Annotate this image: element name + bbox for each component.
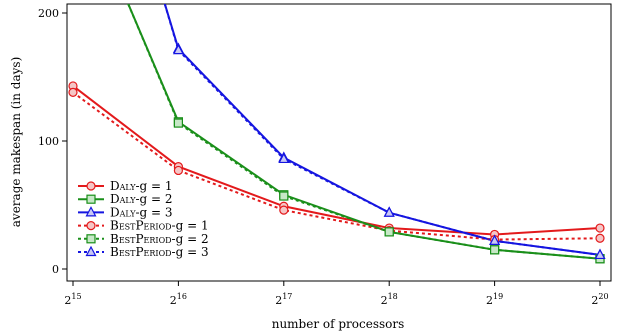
data-point — [278, 152, 290, 164]
legend-label-suffix: -g = 1 — [135, 179, 172, 193]
series-lines — [72, 4, 601, 260]
data-point — [594, 248, 606, 260]
x-tick-base: 2 — [64, 294, 71, 307]
x-tick-label: 217 — [275, 292, 292, 307]
legend-marker — [85, 206, 97, 217]
legend-label: BestPeriod-g = 1 — [110, 219, 209, 233]
x-tick-base: 2 — [591, 294, 598, 307]
x-tick-exponent: 18 — [388, 292, 398, 301]
legend-label: Daly-g = 3 — [110, 205, 173, 219]
legend-marker — [85, 245, 97, 257]
x-tick-base: 2 — [170, 294, 177, 307]
legend-label-suffix: -g = 2 — [135, 192, 172, 206]
legend-label-main: Daly — [110, 192, 136, 206]
data-point — [595, 233, 605, 243]
data-point — [595, 223, 605, 233]
x-tick-base: 2 — [486, 294, 493, 307]
legend-label: Daly-g = 2 — [110, 192, 173, 206]
data-point — [279, 191, 289, 201]
x-tick-exponent: 19 — [493, 292, 503, 301]
x-tick-label: 218 — [381, 292, 398, 307]
data-point — [173, 165, 183, 176]
series-line — [127, 4, 601, 260]
legend-marker — [86, 234, 96, 244]
data-point — [384, 227, 394, 237]
series-line — [163, 4, 601, 256]
x-axis-title: number of processors — [272, 317, 405, 331]
x-tick-exponent: 20 — [598, 292, 608, 301]
x-tick-label: 219 — [486, 292, 503, 307]
legend-label-suffix: -g = 1 — [172, 219, 209, 233]
y-axis: 0 100 200 — [38, 7, 67, 276]
legend-label: BestPeriod-g = 2 — [110, 232, 209, 246]
data-point — [383, 206, 395, 217]
legend-label-main: BestPeriod — [110, 232, 172, 246]
legend-label-main: BestPeriod — [110, 245, 172, 259]
data-point — [279, 205, 289, 215]
legend-label-suffix: -g = 2 — [172, 232, 209, 246]
legend-label: Daly-g = 1 — [110, 179, 173, 193]
legend-marker — [86, 181, 96, 191]
series-line — [72, 85, 601, 236]
data-point — [68, 87, 78, 97]
plot-frame — [66, 3, 612, 282]
legend-marker — [86, 221, 96, 231]
x-tick-exponent: 16 — [177, 292, 187, 301]
y-axis-title: average makespan (in days) — [9, 57, 23, 227]
x-tick-exponent: 17 — [282, 292, 292, 301]
legend-label-suffix: -g = 3 — [172, 245, 209, 259]
legend-label-suffix: -g = 3 — [135, 205, 172, 219]
series-markers — [68, 42, 606, 264]
legend-label-main: BestPeriod — [110, 219, 172, 233]
series-line — [163, 4, 601, 256]
x-tick-base: 2 — [275, 294, 282, 307]
x-axis: 215 216 217 218 219 220 — [64, 281, 609, 307]
y-tick-label: 200 — [38, 7, 59, 20]
series-line — [72, 91, 601, 241]
x-tick-label: 216 — [170, 292, 187, 307]
legend-label: BestPeriod-g = 3 — [110, 245, 209, 259]
data-point — [172, 43, 184, 55]
x-tick-label: 220 — [591, 292, 608, 307]
legend-label-main: Daly — [110, 179, 136, 193]
x-tick-label: 215 — [64, 292, 81, 307]
data-point — [489, 234, 501, 245]
x-tick-exponent: 15 — [71, 292, 81, 301]
y-tick-label: 0 — [52, 263, 59, 276]
legend-label-main: Daly — [110, 205, 136, 219]
x-tick-base: 2 — [381, 294, 388, 307]
legend-marker — [86, 194, 96, 204]
data-point — [173, 118, 183, 128]
y-tick-label: 100 — [38, 135, 59, 148]
data-point — [490, 245, 500, 255]
